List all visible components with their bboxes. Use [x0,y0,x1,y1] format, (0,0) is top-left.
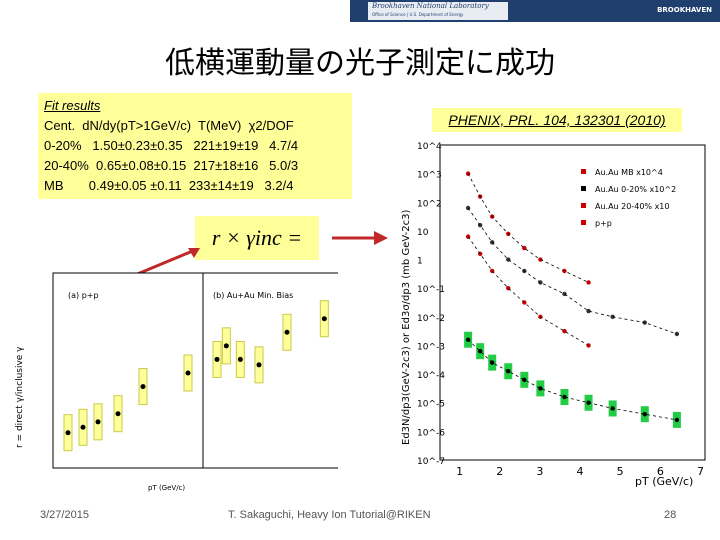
y-tick-label: 10^-7 [417,457,445,467]
spectrum-point [642,411,647,417]
panel-b-frame [202,272,338,469]
x-tick-label: 1 [456,465,463,478]
panel-a-label: (a) p+p [68,291,99,300]
ratio-point [95,419,101,425]
footer-caption: T. Sakaguchi, Heavy Ion Tutorial@RIKEN [228,509,431,521]
x-tick-label: 7 [697,465,704,478]
ratio-point [284,329,290,335]
y-tick-label: 10 [417,228,429,238]
y-tick-label: 10^-3 [417,342,445,352]
legend-marker [581,186,586,191]
ratio-point [185,370,191,376]
legend-marker [581,203,586,208]
page-number: 28 [664,509,677,521]
ratio-ylabel: r = direct γ/inclusive γ [15,346,25,448]
ratio-point [321,316,327,322]
y-tick-label: 10^-5 [417,400,445,410]
reference-link[interactable]: PHENIX, PRL. 104, 132301 (2010) [432,108,682,132]
spectrum-point [538,386,543,391]
legend-label: Au.Au 20-40% x10 [595,202,669,211]
fit-row: 20-40% 0.65±0.08±0.15 217±18±16 5.0/3 [44,158,299,173]
ratio-plot: (a) p+p (b) Au+Au Min. Bias r = direct γ… [15,272,338,492]
ratio-point [65,430,71,436]
legend-marker [581,220,586,225]
spectra-points-group [464,171,681,428]
y-tick-label: 10^-4 [417,371,445,381]
x-tick-label: 3 [536,465,543,478]
y-tick-label: 10^-2 [417,314,445,324]
ratio-point [140,384,146,390]
x-tick-label: 4 [577,465,584,478]
spectrum-point [506,369,511,374]
ratio-point [214,356,220,362]
spectra-xlabel: pT (GeV/c) [635,475,693,488]
fit-results-box: Fit results Cent. dN/dy(pT>1GeV/c) T(MeV… [38,93,352,199]
legend-marker [581,169,586,174]
ratio-point [223,343,229,349]
legend-label: Au.Au MB x10^4 [595,168,663,177]
spectrum-point [586,308,591,314]
panel-b-label: (b) Au+Au Min. Bias [213,291,293,300]
spectrum-point [610,314,615,320]
fit-heading: Fit results [44,98,101,113]
fit-row: MB 0.49±0.05 ±0.11 233±14±19 3.2/4 [44,178,294,193]
fit-header-row: Cent. dN/dy(pT>1GeV/c) T(MeV) χ2/DOF [44,118,294,133]
fit-curve [467,207,678,335]
x-tick-label: 6 [657,465,664,478]
legend-label: Au.Au 0-20% x10^2 [595,185,676,194]
arrow-left [134,248,200,277]
spectra-plot: Ed3N/dp3(GeV-2c3) or Ed3σ/dp3 (mb GeV-2c… [401,142,706,488]
ratio-point [115,411,121,417]
lab-name: Brookhaven National Laboratory [372,2,489,10]
spectra-ylabel: Ed3N/dp3(GeV-2c3) or Ed3σ/dp3 (mb GeV-2c… [401,210,412,445]
x-tick-label: 2 [496,465,503,478]
y-tick-label: 10^-1 [417,285,445,295]
spectrum-point [562,394,567,400]
ratio-xlabel: pT (GeV/c) [148,484,185,492]
ratio-point [256,362,262,368]
fit-curve [467,236,589,346]
ratio-point [80,424,86,430]
brookhaven-logo-text: BROOKHAVEN [657,6,712,14]
lab-logo-box [368,2,508,20]
footer-date: 3/27/2015 [40,509,89,521]
spectra-frame [439,144,706,461]
spectrum-point [562,328,567,334]
spectrum-point [586,280,591,285]
fit-row: 0-20% 1.50±0.23±0.35 221±19±19 4.7/4 [44,138,299,153]
spectra-ticks-group: 1 2 3 4 5 6 7 10^4 10^3 10^2 10 1 10^-1 10^-2 10^-3 10^… [417,142,704,478]
y-tick-label: 10^2 [417,199,442,209]
ratio-point [237,356,243,362]
y-tick-label: 1 [417,257,423,267]
spectra-legend-group: Au.Au MB x10^4 Au.Au 0-20% x10^2 Au.Au 20-… [581,168,676,228]
y-tick-label: 10^-6 [417,428,445,438]
y-tick-label: 10^3 [417,171,442,181]
slide-title: 低横運動量の光子測定に成功 [165,46,555,81]
lab-banner: Brookhaven National Laboratory Office of… [350,0,720,22]
ratio-points-group [63,300,329,452]
legend-label: p+p [595,219,612,228]
arrow-right [332,231,388,245]
panel-a-frame [52,272,204,469]
lab-subtitle: Office of Science | U.S. Department of E… [372,12,464,17]
spectrum-point [522,377,527,383]
y-tick-label: 10^4 [417,142,442,152]
formula-box: r × γinc = γdir [195,216,319,294]
x-tick-label: 5 [617,465,624,478]
